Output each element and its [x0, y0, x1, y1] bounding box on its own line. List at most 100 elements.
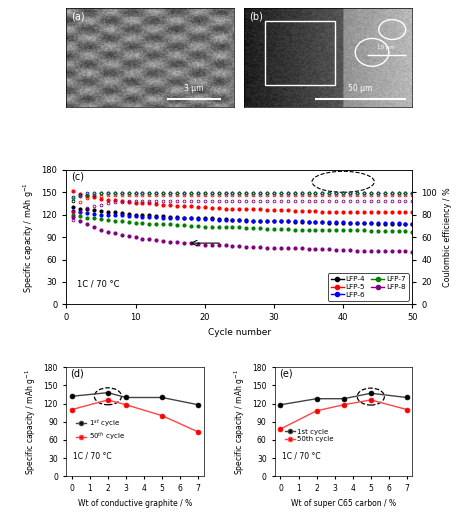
LFP-5: [174, 203, 180, 209]
LFP-6: [126, 213, 131, 219]
Text: (b): (b): [249, 12, 264, 22]
LFP-7: [181, 222, 187, 228]
LFP-5: [250, 206, 256, 212]
Line: LFP-7: LFP-7: [72, 214, 414, 233]
LFP-7: [209, 224, 215, 230]
LFP-5: [327, 208, 332, 215]
LFP-6: [264, 218, 270, 224]
LFP-7: [119, 218, 125, 224]
LFP-6: [292, 218, 298, 224]
LFP-6: [271, 218, 277, 224]
LFP-8: [278, 245, 284, 251]
LFP-6: [340, 219, 346, 225]
LFP-5: [112, 198, 118, 204]
LFP-7: [354, 227, 360, 233]
LFP-7: [333, 227, 339, 233]
LFP-5: [361, 209, 367, 216]
LFP-7: [84, 215, 90, 221]
LFP-4: [181, 215, 187, 221]
LFP-7: [237, 224, 242, 230]
LFP-4: [292, 219, 298, 225]
LFP-5: [91, 195, 97, 201]
LFP-6: [354, 220, 360, 226]
LFP-6: [278, 218, 284, 224]
Y-axis label: Specific capacity / mAh g$^{-1}$: Specific capacity / mAh g$^{-1}$: [232, 369, 246, 475]
LFP-4: [327, 220, 332, 226]
LFP-7: [299, 227, 304, 233]
LFP-4: [140, 212, 146, 219]
LFP-6: [389, 220, 394, 226]
LFP-4: [313, 219, 319, 225]
LFP-6: [119, 212, 125, 219]
LFP-7: [202, 224, 208, 230]
Text: (d): (d): [71, 368, 84, 378]
LFP-5: [126, 199, 131, 205]
X-axis label: Cycle number: Cycle number: [208, 328, 271, 337]
LFP-4: [264, 218, 270, 224]
LFP-7: [313, 227, 319, 233]
Text: 10 μm: 10 μm: [377, 46, 395, 50]
LFP-7: [285, 226, 291, 232]
LFP-6: [167, 215, 173, 221]
LFP-8: [181, 240, 187, 246]
Line: LFP-8: LFP-8: [72, 216, 414, 253]
LFP-5: [160, 202, 166, 208]
LFP-8: [174, 239, 180, 245]
LFP-4: [77, 206, 83, 212]
LFP-7: [250, 225, 256, 231]
LFP-4: [133, 211, 138, 218]
LFP-4: [229, 217, 235, 223]
LFP-7: [389, 228, 394, 234]
LFP-4: [160, 213, 166, 219]
Line: LFP-4: LFP-4: [72, 206, 414, 225]
LFP-8: [119, 232, 125, 238]
LFP-4: [410, 221, 415, 227]
LFP-6: [333, 219, 339, 225]
LFP-8: [410, 249, 415, 255]
LFP-6: [133, 213, 138, 219]
LFP-4: [237, 217, 242, 223]
LFP-8: [340, 247, 346, 253]
LFP-5: [389, 209, 394, 216]
LFP-6: [91, 211, 97, 217]
LFP-7: [216, 224, 221, 230]
LFP-7: [375, 228, 381, 234]
LFP-5: [188, 203, 194, 209]
LFP-6: [195, 216, 201, 222]
LFP-8: [77, 218, 83, 224]
LFP-5: [237, 206, 242, 212]
LFP-6: [188, 216, 194, 222]
LFP-8: [285, 245, 291, 251]
LFP-4: [71, 204, 76, 210]
LFP-4: [119, 210, 125, 216]
LFP-7: [244, 225, 249, 231]
LFP-6: [223, 217, 228, 223]
LFP-6: [77, 209, 83, 216]
LFP-4: [216, 216, 221, 222]
LFP-6: [299, 218, 304, 224]
LFP-6: [327, 219, 332, 225]
LFP-6: [140, 214, 146, 220]
LFP-4: [402, 221, 408, 227]
LFP-8: [313, 246, 319, 252]
LFP-4: [299, 219, 304, 225]
LFP-7: [292, 227, 298, 233]
LFP-7: [105, 217, 111, 223]
Y-axis label: Coulombic efficiency / %: Coulombic efficiency / %: [443, 187, 452, 287]
LFP-5: [313, 208, 319, 214]
LFP-8: [333, 247, 339, 253]
LFP-4: [319, 219, 325, 225]
LFP-6: [112, 212, 118, 219]
LFP-5: [167, 202, 173, 208]
LFP-8: [216, 242, 221, 248]
LFP-5: [77, 190, 83, 197]
LFP-8: [202, 242, 208, 248]
LFP-8: [237, 243, 242, 249]
LFP-6: [146, 214, 152, 220]
LFP-8: [250, 244, 256, 250]
LFP-5: [181, 203, 187, 209]
LFP-8: [327, 246, 332, 252]
LFP-6: [84, 210, 90, 216]
LFP-6: [319, 219, 325, 225]
LFP-5: [285, 207, 291, 214]
